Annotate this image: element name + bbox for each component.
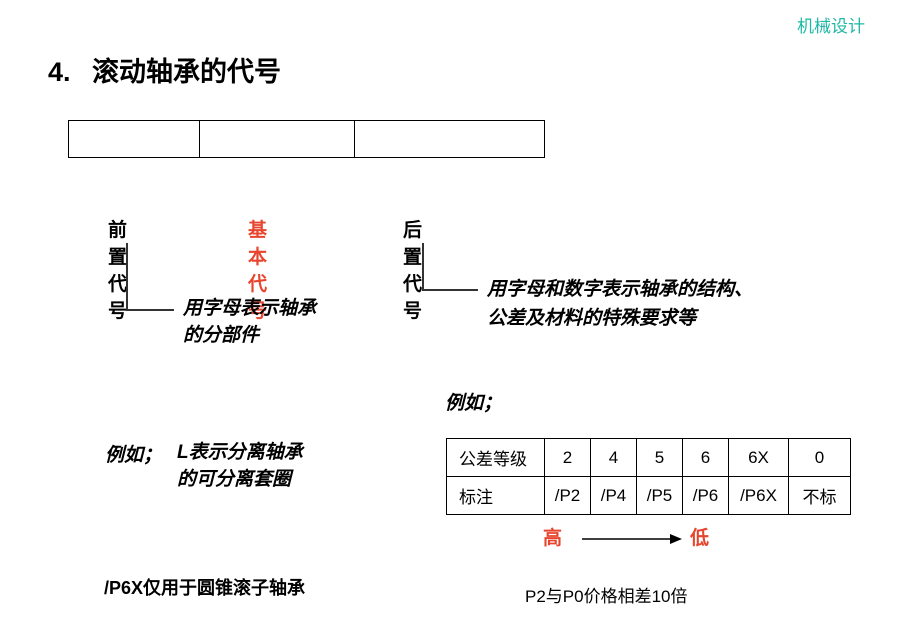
- cell: 6: [683, 439, 729, 477]
- section-title: 4. 滚动轴承的代号: [48, 50, 281, 89]
- desc-prefix: 用字母表示轴承 的分部件: [183, 296, 316, 349]
- box-prefix: [68, 120, 200, 158]
- cell: 2: [545, 439, 591, 477]
- arrow-icon: [582, 532, 682, 546]
- cell: /P6X: [729, 477, 789, 515]
- cell: 5: [637, 439, 683, 477]
- cell: /P5: [637, 477, 683, 515]
- box-suffix: [355, 120, 545, 158]
- bracket-suffix: [422, 243, 478, 291]
- cell: 6X: [729, 439, 789, 477]
- bracket-prefix: [126, 243, 174, 311]
- cell: 不标: [789, 477, 851, 515]
- cell: 4: [591, 439, 637, 477]
- header-label: 机械设计: [797, 12, 865, 37]
- desc-suffix: 用字母和数字表示轴承的结构、 公差及材料的特殊要求等: [487, 276, 753, 333]
- example2-label: 例如；: [445, 388, 502, 415]
- tolerance-table: 公差等级 2 4 5 6 6X 0 标注 /P2 /P4 /P5 /P6 /P6…: [446, 438, 851, 515]
- table-row: 标注 /P2 /P4 /P5 /P6 /P6X 不标: [447, 477, 851, 515]
- label-prefix: 前置代号: [108, 215, 127, 323]
- example1-text: L表示分离轴承 的可分离套圈: [177, 440, 303, 493]
- table-row: 公差等级 2 4 5 6 6X 0: [447, 439, 851, 477]
- low-label: 低: [690, 523, 709, 550]
- cell: 0: [789, 439, 851, 477]
- row-header-1: 公差等级: [447, 439, 545, 477]
- row-header-2: 标注: [447, 477, 545, 515]
- section-title-text: 滚动轴承的代号: [92, 57, 281, 87]
- box-basic: [200, 120, 355, 158]
- section-number: 4.: [48, 57, 71, 87]
- example1-label: 例如；: [105, 440, 162, 467]
- footnote-p6x: /P6X仅用于圆锥滚子轴承: [104, 574, 305, 600]
- code-boxes: [68, 120, 545, 158]
- cell: /P4: [591, 477, 637, 515]
- high-label: 高: [543, 523, 562, 550]
- label-suffix: 后置代号: [403, 215, 422, 323]
- cell: /P2: [545, 477, 591, 515]
- footnote-price: P2与P0价格相差10倍: [525, 582, 688, 607]
- cell: /P6: [683, 477, 729, 515]
